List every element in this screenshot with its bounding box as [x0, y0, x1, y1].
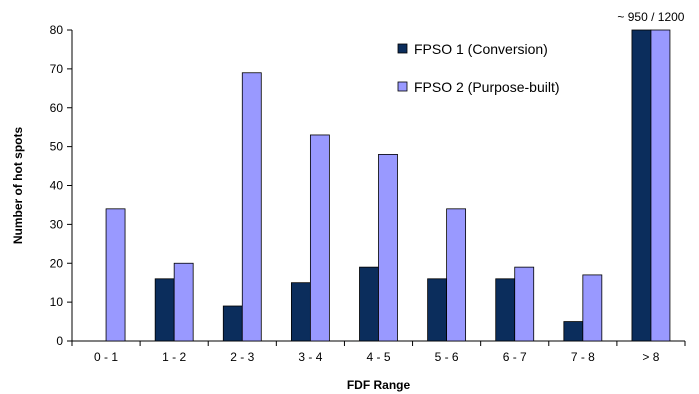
bar-series-2-0 [105, 208, 126, 342]
y-tick-label: 40 [50, 179, 64, 193]
y-tick-label: 50 [50, 140, 64, 154]
y-axis-title: Number of hot spots [11, 127, 25, 245]
x-tick-label: 0 - 1 [94, 350, 118, 364]
x-tick-label: 1 - 2 [162, 350, 186, 364]
x-tick-label: 6 - 7 [503, 350, 527, 364]
bar-series-group [105, 29, 671, 342]
y-axis-ticks: 0 10 20 30 40 50 60 70 80 [50, 23, 72, 348]
legend: FPSO 1 (Conversion) FPSO 2 (Purpose-buil… [384, 36, 598, 102]
bar-series-1-4 [359, 266, 379, 342]
x-tick-label: 3 - 4 [298, 350, 322, 364]
x-tick-label: 5 - 6 [435, 350, 459, 364]
bar-series-1-7 [563, 321, 584, 342]
bar-series-2-2 [241, 72, 262, 342]
x-tick-label: 4 - 5 [366, 350, 390, 364]
y-tick-label: 70 [50, 62, 64, 76]
x-tick-label: 7 - 8 [571, 350, 595, 364]
y-tick-label: 20 [50, 256, 64, 270]
bar-series-2-7 [582, 274, 603, 342]
y-tick-label: 80 [50, 23, 64, 37]
y-tick-label: 10 [50, 295, 64, 309]
x-axis-title: FDF Range [347, 378, 411, 392]
bar-series-1-8 [631, 29, 652, 342]
legend-swatch-fpso1 [397, 43, 408, 54]
legend-swatch-fpso2 [397, 81, 408, 92]
legend-label-fpso1: FPSO 1 (Conversion) [414, 41, 548, 57]
x-tick-label: 2 - 3 [230, 350, 254, 364]
bar-series-1-5 [427, 278, 448, 342]
y-tick-label: 60 [50, 101, 64, 115]
bar-series-2-5 [446, 208, 467, 342]
x-axis-ticks: 0 - 1 1 - 2 2 - 3 3 - 4 4 - 5 5 - 6 6 - 7 7 - 8… [71, 341, 686, 364]
y-tick-label: 0 [56, 334, 63, 348]
bar-series-1-6 [495, 278, 516, 342]
legend-box [384, 36, 598, 102]
bar-series-2-6 [514, 266, 535, 342]
bar-series-2-1 [173, 262, 194, 342]
bar-series-1-2 [222, 305, 243, 342]
legend-label-fpso2: FPSO 2 (Purpose-built) [414, 79, 560, 95]
y-tick-label: 30 [50, 217, 64, 231]
bar-series-1-3 [290, 282, 311, 342]
x-tick-label: > 8 [642, 350, 659, 364]
bar-series-2-8 [650, 29, 671, 342]
overflow-annotation: ~ 950 / 1200 [617, 10, 684, 24]
bar-series-2-3 [309, 134, 330, 342]
bar-series-2-4 [378, 153, 398, 342]
bar-series-1-1 [154, 278, 175, 342]
